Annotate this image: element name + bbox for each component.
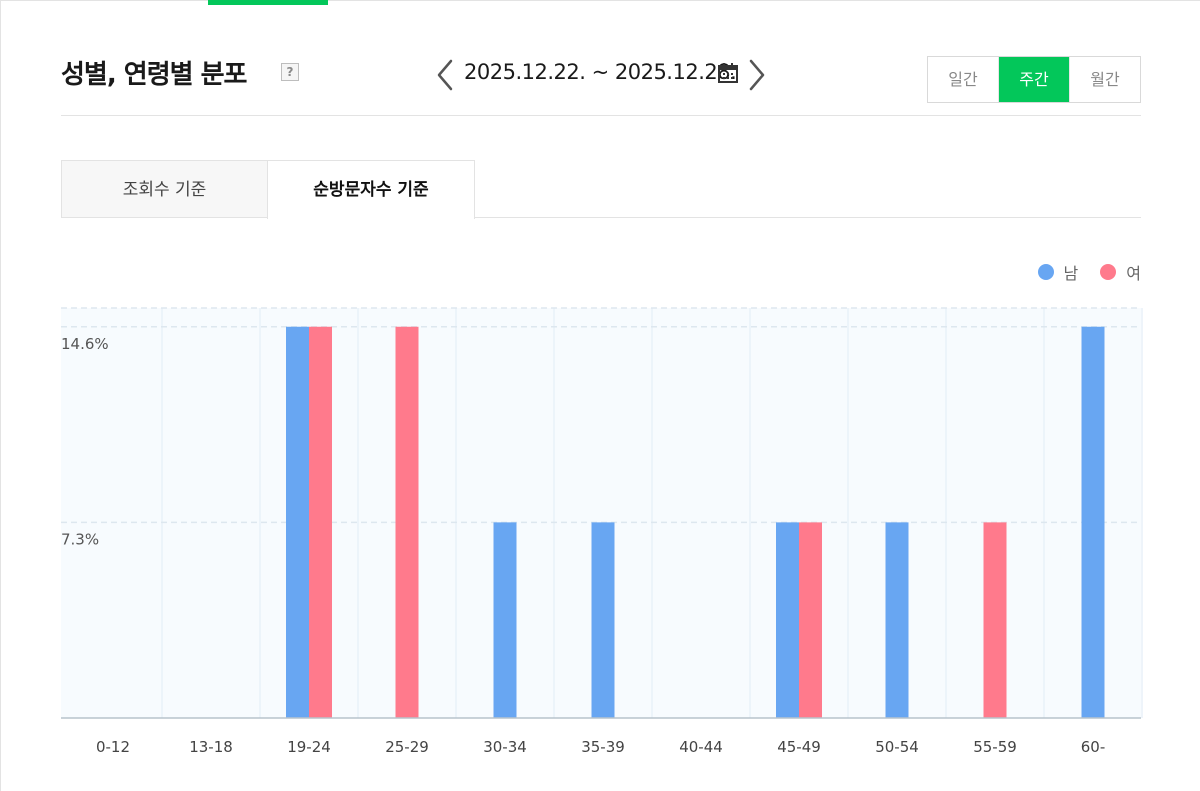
- bar-male[interactable]: [286, 326, 309, 718]
- legend-item-male[interactable]: 남: [1037, 260, 1079, 284]
- x-tick-label: 0-12: [96, 738, 130, 756]
- calendar-icon[interactable]: [717, 62, 739, 84]
- y-tick-label: 14.6%: [61, 335, 109, 353]
- bar-male[interactable]: [885, 522, 909, 718]
- bar-male[interactable]: [591, 522, 615, 718]
- prev-period-button[interactable]: [434, 58, 456, 92]
- x-tick-label: 40-44: [679, 738, 723, 756]
- bar-female[interactable]: [983, 522, 1007, 718]
- legend-label-male: 남: [1063, 264, 1079, 283]
- x-tick-label: 19-24: [287, 738, 331, 756]
- legend-dot-female: [1100, 264, 1117, 280]
- legend-item-female[interactable]: 여: [1100, 260, 1141, 284]
- bar-male[interactable]: [776, 522, 799, 718]
- date-range: 2025.12.22. ~ 2025.12.28.: [464, 60, 737, 84]
- bar-female[interactable]: [309, 326, 332, 718]
- active-section-indicator: [208, 0, 328, 5]
- tab-views[interactable]: 조회수 기준: [61, 160, 268, 218]
- x-tick-label: 60-: [1081, 738, 1106, 756]
- x-tick-label: 45-49: [777, 738, 821, 756]
- y-tick-label: 7.3%: [61, 530, 99, 548]
- period-toggle: 일간 주간 월간: [927, 56, 1141, 103]
- x-tick-label: 55-59: [973, 738, 1017, 756]
- period-monthly-button[interactable]: 월간: [1069, 57, 1140, 102]
- period-weekly-button[interactable]: 주간: [998, 57, 1069, 102]
- page-title: 성별, 연령별 분포: [61, 60, 247, 90]
- next-period-button[interactable]: [746, 58, 768, 92]
- chevron-left-icon: [437, 59, 453, 91]
- bar-female[interactable]: [395, 326, 419, 718]
- legend-dot-male: [1037, 264, 1054, 280]
- period-daily-button[interactable]: 일간: [928, 57, 998, 102]
- bar-female[interactable]: [799, 522, 822, 718]
- chevron-right-icon: [749, 59, 765, 91]
- header-divider: [61, 115, 1141, 116]
- bar-male[interactable]: [493, 522, 517, 718]
- tab-unique-visitors[interactable]: 순방문자수 기준: [267, 160, 475, 219]
- help-icon[interactable]: ?: [281, 63, 299, 81]
- x-tick-label: 13-18: [189, 738, 233, 756]
- x-tick-label: 30-34: [483, 738, 527, 756]
- x-tick-label: 25-29: [385, 738, 429, 756]
- legend-label-female: 여: [1126, 264, 1141, 283]
- chart-legend: 남 여: [1037, 260, 1141, 284]
- x-tick-label: 35-39: [581, 738, 625, 756]
- x-tick-label: 50-54: [875, 738, 919, 756]
- bar-male[interactable]: [1081, 326, 1105, 718]
- tab-divider: [475, 217, 1141, 218]
